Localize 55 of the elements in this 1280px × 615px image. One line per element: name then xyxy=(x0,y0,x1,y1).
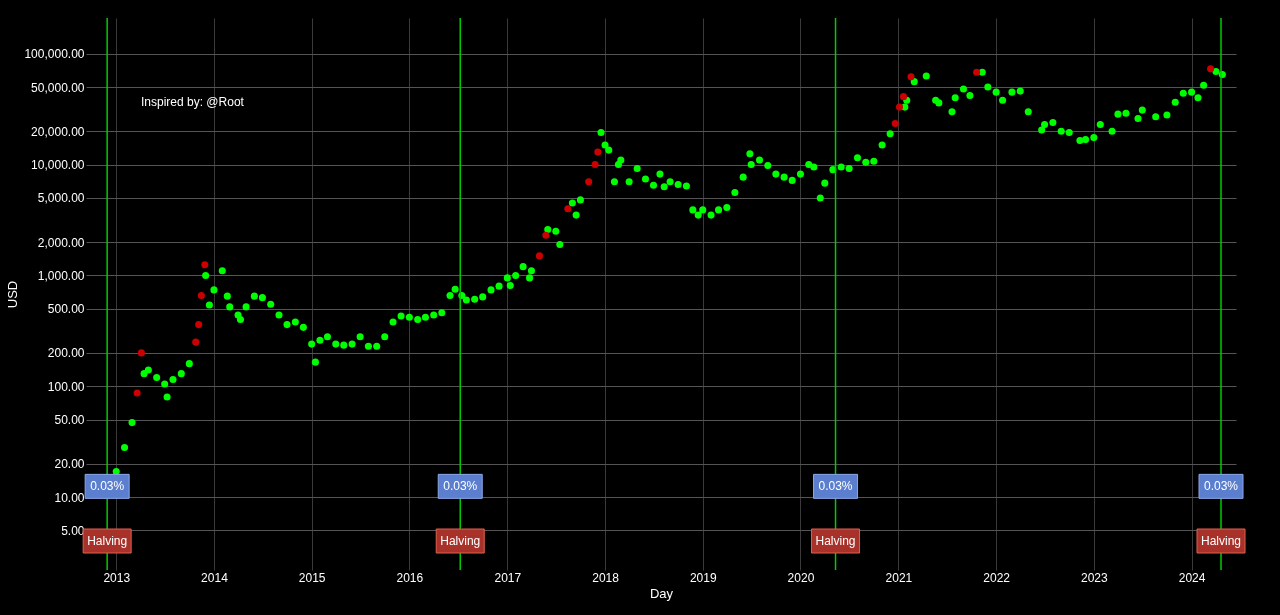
y-axis-title: USD xyxy=(5,280,21,309)
x-tick-label: 2022 xyxy=(983,570,1011,585)
y-tick-label: 200.00 xyxy=(47,346,85,361)
y-tick-label: 5,000.00 xyxy=(37,191,85,206)
ref-line-label: Halving xyxy=(815,534,856,548)
annotation: Inspired by: @Root xyxy=(141,95,245,109)
point xyxy=(133,389,141,397)
y-tick-label: 20.00 xyxy=(54,457,85,472)
x-tick-label: 2015 xyxy=(298,570,326,585)
point xyxy=(594,148,602,156)
x-tick-label: 2023 xyxy=(1081,570,1109,585)
x-tick-label: 2018 xyxy=(592,570,620,585)
point xyxy=(591,161,599,169)
y-tick-label: 2,000.00 xyxy=(37,235,85,250)
x-tick-label: 2021 xyxy=(885,570,913,585)
annotation: 0.03% xyxy=(90,479,125,494)
point xyxy=(907,73,915,81)
point xyxy=(899,93,908,101)
ref-line-label: Halving xyxy=(440,534,481,548)
y-tick-label: 100.00 xyxy=(47,379,85,394)
x-axis-title: Day xyxy=(649,585,674,601)
y-tick-label: 5.00 xyxy=(61,523,85,538)
annotation: 0.03% xyxy=(818,479,853,494)
x-tick-label: 2017 xyxy=(494,570,522,585)
point xyxy=(895,103,904,111)
y-tick-label: 10.00 xyxy=(54,490,85,505)
y-tick-label: 20,000.00 xyxy=(31,124,85,139)
point xyxy=(197,291,205,299)
point xyxy=(542,231,550,239)
point xyxy=(201,261,209,269)
x-tick-label: 2020 xyxy=(787,570,815,585)
y-tick-label: 1,000.00 xyxy=(37,268,85,283)
x-tick-label: 2016 xyxy=(396,570,424,585)
y-tick-label: 50,000.00 xyxy=(31,80,85,95)
ref-line-label: Halving xyxy=(87,534,128,548)
point xyxy=(564,205,572,213)
x-tick-label: 2019 xyxy=(689,570,717,585)
y-tick-label: 50.00 xyxy=(54,413,85,428)
point xyxy=(195,321,203,329)
point xyxy=(585,178,593,186)
x-tick-label: 2013 xyxy=(103,570,131,585)
x-tick-label: 2014 xyxy=(201,570,229,585)
x-tick-label: 2024 xyxy=(1178,570,1206,585)
point xyxy=(973,68,981,76)
point xyxy=(535,252,543,260)
annotation: 0.03% xyxy=(1203,479,1239,494)
y-tick-label: 500.00 xyxy=(47,302,85,317)
annotation: 0.03% xyxy=(443,479,478,494)
ref-line-label: Halving xyxy=(1200,534,1242,548)
y-tick-label: 10,000.00 xyxy=(31,158,85,173)
y-tick-label: 100,000.00 xyxy=(24,47,85,62)
point xyxy=(1207,65,1215,73)
point xyxy=(192,338,200,346)
point xyxy=(891,119,899,127)
point xyxy=(137,349,145,357)
